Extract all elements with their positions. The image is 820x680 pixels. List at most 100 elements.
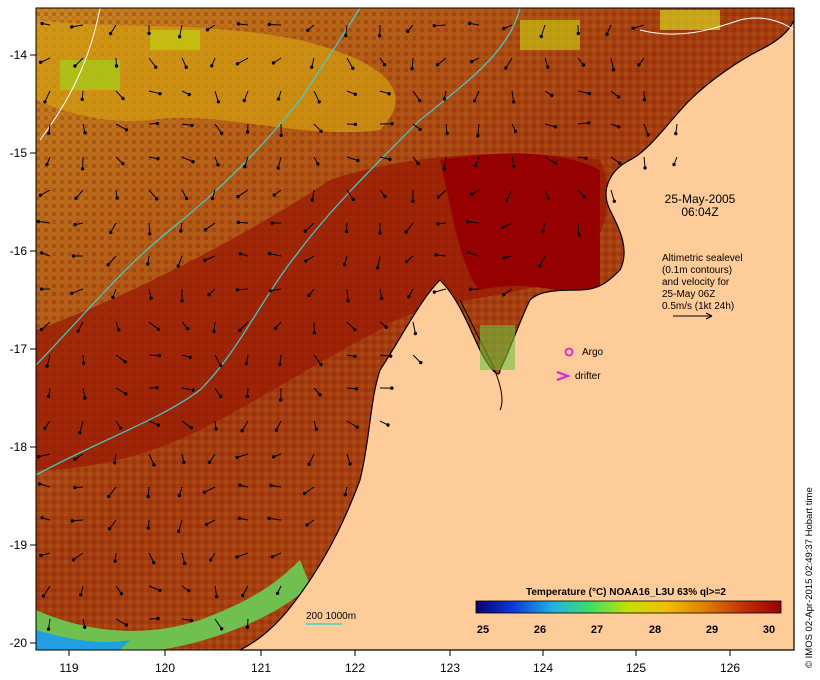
velocity-arrow	[181, 552, 186, 564]
velocity-arrow-head	[203, 228, 208, 232]
velocity-arrow	[214, 387, 222, 397]
drifter-label: drifter	[575, 371, 601, 382]
velocity-arrow	[46, 354, 51, 367]
velocity-arrow-head	[476, 134, 480, 138]
velocity-arrow-head	[83, 625, 87, 629]
depth-legend: 200 1000m	[306, 611, 356, 625]
velocity-arrow-head	[587, 121, 591, 125]
lon-tick: 125	[626, 661, 646, 675]
velocity-arrow	[214, 585, 218, 597]
velocity-arrow-head	[39, 60, 43, 64]
velocity-arrow-head	[158, 588, 162, 593]
velocity-arrow-head	[353, 122, 358, 127]
velocity-arrow-head	[73, 64, 77, 68]
velocity-arrow-head	[115, 196, 119, 200]
velocity-arrow-head	[434, 253, 438, 257]
velocity-arrows	[36, 21, 678, 631]
colorbar: Temperature (°C) NOAA16_L3U 63% ql>=2 25…	[475, 587, 782, 636]
velocity-arrow-head	[442, 97, 447, 101]
velocity-arrow-head	[155, 121, 160, 126]
velocity-arrow-head	[218, 363, 223, 368]
velocity-arrow-head	[584, 156, 588, 161]
velocity-arrow-head	[646, 133, 650, 137]
velocity-arrow-head	[304, 259, 308, 263]
depth-label: 200 1000m	[306, 611, 356, 622]
velocity-arrow	[502, 222, 513, 228]
velocity-arrow	[379, 354, 391, 357]
velocity-arrow-head	[310, 198, 314, 202]
velocity-arrow-head	[80, 97, 84, 102]
velocity-arrow-head	[538, 264, 542, 268]
velocity-arrow-head	[241, 593, 245, 598]
velocity-arrow-head	[83, 396, 87, 400]
map-time: 06:04Z	[681, 205, 718, 219]
lat-tick: -15	[10, 146, 28, 160]
velocity-arrow-head	[39, 327, 44, 332]
velocity-arrow-head	[245, 394, 250, 399]
velocity-arrow	[269, 24, 282, 26]
velocity-arrow	[204, 486, 216, 493]
velocity-arrow-head	[376, 266, 380, 270]
velocity-arrow-head	[305, 523, 309, 527]
velocity-arrow-head	[605, 32, 609, 36]
velocity-arrow-head	[242, 98, 247, 103]
velocity-arrow	[244, 156, 249, 167]
velocity-arrow	[539, 255, 546, 267]
lat-tick: -18	[10, 440, 28, 454]
velocity-arrow-head	[184, 65, 188, 69]
velocity-arrow	[73, 552, 84, 561]
velocity-arrow-head	[302, 491, 307, 496]
velocity-arrow-head	[577, 233, 581, 237]
velocity-arrow-head	[71, 558, 76, 562]
velocity-arrow-head	[113, 461, 117, 465]
velocity-arrow-head	[404, 259, 409, 264]
velocity-arrow-head	[82, 361, 86, 365]
scale-arrow-icon	[673, 312, 713, 320]
velocity-arrow-head	[235, 288, 240, 292]
velocity-arrow	[42, 585, 51, 597]
velocity-arrow-head	[210, 196, 215, 201]
velocity-arrow-head	[317, 100, 321, 104]
velocity-arrow-head	[111, 295, 115, 299]
velocity-arrow-head	[154, 65, 158, 69]
velocity-arrow-head	[215, 594, 219, 599]
velocity-arrow	[148, 222, 151, 234]
velocity-arrow-head	[109, 230, 113, 235]
velocity-arrow-head	[216, 163, 220, 167]
velocity-arrow	[214, 354, 222, 366]
velocity-arrow-head	[383, 194, 387, 199]
altimetry-line: and velocity for	[662, 277, 730, 288]
colorbar-title: Temperature (°C) NOAA16_L3U 63% ql>=2	[526, 587, 726, 598]
velocity-arrow	[443, 156, 447, 169]
velocity-arrow-head	[78, 430, 82, 435]
velocity-arrow	[506, 189, 513, 201]
velocity-arrow	[438, 189, 447, 198]
velocity-arrow-head	[191, 160, 195, 164]
velocity-arrow-head	[187, 92, 191, 97]
velocity-arrow	[308, 453, 315, 465]
velocity-arrow-head	[238, 328, 242, 333]
velocity-arrow-head	[410, 67, 414, 71]
velocity-arrow-head	[384, 325, 388, 329]
velocity-arrow	[236, 453, 249, 458]
velocity-arrow-head	[245, 130, 250, 134]
altimetry-line: (0.1m contours)	[662, 265, 732, 276]
velocity-arrow-head	[124, 128, 129, 132]
velocity-arrow-head	[355, 425, 359, 429]
velocity-arrow-head	[587, 91, 592, 96]
velocity-arrow-head	[190, 123, 194, 128]
velocity-arrow-head	[189, 426, 193, 430]
velocity-arrow-head	[73, 485, 77, 490]
velocity-arrow-head	[436, 222, 440, 226]
velocity-arrow	[405, 222, 414, 233]
velocity-arrow	[346, 453, 351, 464]
velocity-arrow-head	[419, 360, 423, 365]
velocity-arrow	[38, 453, 51, 458]
velocity-arrow-head	[344, 229, 349, 234]
velocity-arrow	[110, 222, 117, 233]
velocity-arrow-head	[539, 34, 543, 39]
velocity-arrow	[412, 354, 422, 363]
velocity-arrow	[38, 220, 51, 224]
velocity-arrow-head	[219, 394, 223, 399]
lon-tick: 124	[533, 661, 553, 675]
